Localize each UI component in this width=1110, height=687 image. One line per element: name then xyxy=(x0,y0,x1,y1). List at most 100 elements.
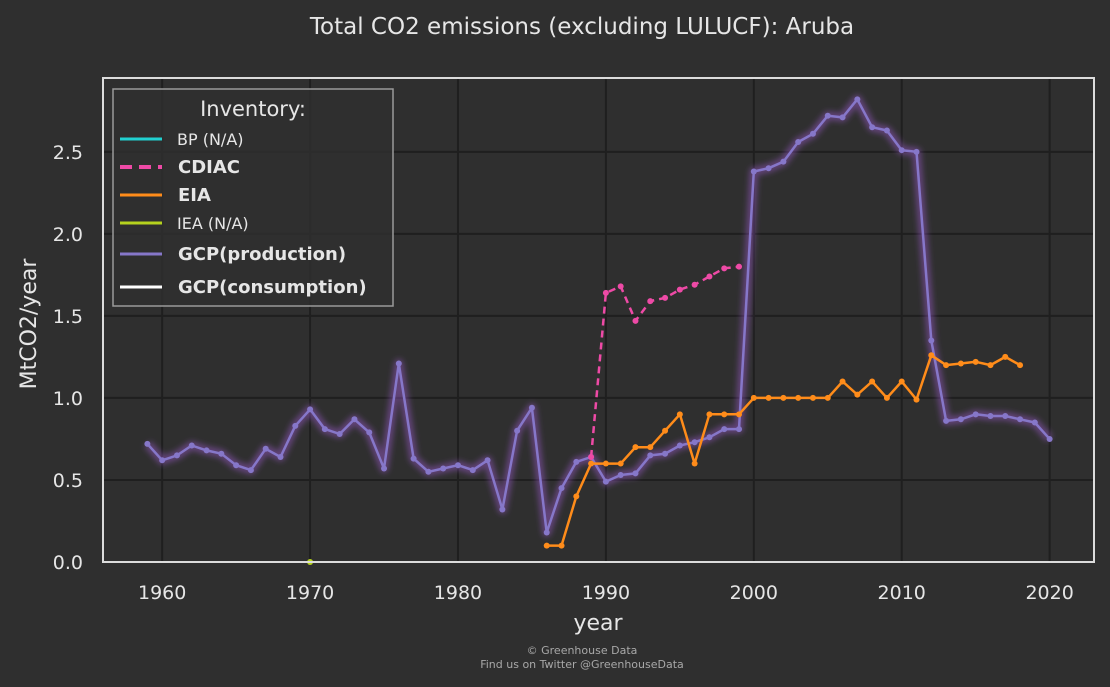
data-point-gcp-production xyxy=(913,148,920,155)
data-point-gcp-production xyxy=(972,411,979,418)
data-point-gcp-production xyxy=(839,114,846,121)
data-point-gcp-production xyxy=(780,158,787,165)
data-point-eia xyxy=(662,427,669,434)
data-point-eia xyxy=(913,396,920,403)
data-point-eia xyxy=(1002,353,1009,360)
data-point-eia xyxy=(1017,362,1024,369)
data-point-gcp-production xyxy=(987,412,994,419)
data-point-gcp-production xyxy=(528,404,535,411)
data-point-gcp-production xyxy=(262,445,269,452)
data-point-gcp-production xyxy=(233,462,240,469)
data-point-gcp-production xyxy=(144,440,151,447)
data-point-eia xyxy=(839,378,846,385)
data-point-gcp-production xyxy=(647,452,654,459)
x-axis-label: year xyxy=(573,611,623,636)
legend: Inventory: BP (N/A) CDIAC EIA IEA (N/A) GCP(… xyxy=(112,88,394,307)
data-point-gcp-production xyxy=(765,165,772,172)
legend-label: EIA xyxy=(178,185,211,206)
data-point-gcp-production xyxy=(188,442,195,449)
data-point-eia xyxy=(573,493,580,500)
data-point-eia xyxy=(750,394,757,401)
data-point-eia xyxy=(721,411,728,418)
data-point-eia xyxy=(617,460,624,467)
legend-label: IEA (N/A) xyxy=(177,214,249,233)
data-point-eia xyxy=(987,362,994,369)
chart-title: Total CO2 emissions (excluding LULUCF): … xyxy=(309,14,854,40)
data-point-cdiac xyxy=(721,265,728,272)
y-tick-label: 0.0 xyxy=(53,552,83,574)
series-line-gcp-production xyxy=(146,98,1051,534)
data-point-gcp-production xyxy=(736,426,743,433)
data-point-cdiac xyxy=(662,294,669,301)
legend-title: Inventory: xyxy=(200,97,306,121)
data-point-gcp-production xyxy=(321,426,328,433)
data-point-eia xyxy=(543,542,550,549)
data-point-eia xyxy=(869,378,876,385)
data-point-gcp-production xyxy=(898,147,905,154)
data-point-gcp-production xyxy=(662,450,669,457)
x-tick-label: 1970 xyxy=(286,582,334,604)
data-point-eia xyxy=(691,460,698,467)
data-point-gcp-production xyxy=(824,112,831,119)
data-point-gcp-production xyxy=(307,406,314,413)
data-point-eia xyxy=(795,394,802,401)
data-point-gcp-production xyxy=(795,138,802,145)
series-line-eia xyxy=(546,354,1021,547)
data-point-gcp-production xyxy=(943,417,950,424)
data-point-eia xyxy=(972,358,979,365)
x-tick-label: 1990 xyxy=(582,582,630,604)
data-point-gcp-production xyxy=(721,426,728,433)
data-point-eia xyxy=(928,352,935,359)
legend-box xyxy=(112,88,394,307)
data-point-gcp-production xyxy=(336,431,343,438)
legend-label: CDIAC xyxy=(178,157,240,178)
data-point-gcp-production xyxy=(292,422,299,429)
data-point-eia xyxy=(854,391,861,398)
data-point-gcp-production xyxy=(425,468,432,475)
data-point-gcp-production xyxy=(558,485,565,492)
data-point-gcp-production xyxy=(351,416,358,423)
data-point-gcp-production xyxy=(366,429,373,436)
data-point-cdiac xyxy=(588,453,595,460)
legend-label: GCP(production) xyxy=(178,244,346,265)
data-point-gcp-production xyxy=(750,168,757,175)
footer-credit: © Greenhouse Data xyxy=(527,644,638,657)
data-point-eia xyxy=(780,394,787,401)
data-point-gcp-production xyxy=(617,472,624,479)
data-point-cdiac xyxy=(617,283,624,290)
data-point-gcp-production xyxy=(809,130,816,137)
data-point-cdiac xyxy=(632,317,639,324)
data-point-gcp-production xyxy=(1031,419,1038,426)
data-point-gcp-production xyxy=(928,337,935,344)
data-point-gcp-production xyxy=(1002,412,1009,419)
legend-label: BP (N/A) xyxy=(177,130,244,149)
data-point-gcp-production xyxy=(957,416,964,423)
data-point-gcp-production xyxy=(410,455,417,462)
data-point-gcp-production xyxy=(602,478,609,485)
data-point-eia xyxy=(602,460,609,467)
data-point-gcp-production xyxy=(454,462,461,469)
legend-label: GCP(consumption) xyxy=(178,277,367,298)
data-point-gcp-production xyxy=(247,467,254,474)
data-point-gcp-production xyxy=(706,434,713,441)
series-layer xyxy=(144,94,1053,565)
data-point-gcp-production xyxy=(440,465,447,472)
data-point-gcp-production xyxy=(514,427,521,434)
data-point-gcp-production xyxy=(173,452,180,459)
data-point-gcp-production xyxy=(203,447,210,454)
data-point-eia xyxy=(957,360,964,367)
data-point-gcp-production xyxy=(395,360,402,367)
data-point-eia xyxy=(706,411,713,418)
data-point-gcp-production xyxy=(499,506,506,513)
data-point-eia xyxy=(898,378,905,385)
data-point-cdiac xyxy=(691,281,698,288)
data-point-cdiac xyxy=(647,298,654,305)
data-point-gcp-production xyxy=(159,457,166,464)
data-point-gcp-production xyxy=(676,442,683,449)
data-point-eia xyxy=(765,394,772,401)
data-point-gcp-production xyxy=(381,465,388,472)
data-point-gcp-production xyxy=(883,127,890,134)
y-tick-label: 1.5 xyxy=(53,306,83,328)
data-point-cdiac xyxy=(706,273,713,280)
data-point-eia xyxy=(736,411,743,418)
